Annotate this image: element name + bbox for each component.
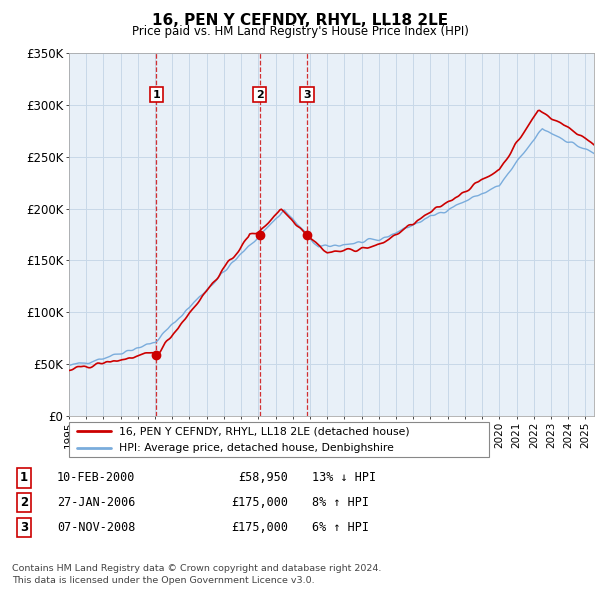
Text: £58,950: £58,950 — [238, 471, 288, 484]
Text: 27-JAN-2006: 27-JAN-2006 — [57, 496, 136, 509]
Text: 8% ↑ HPI: 8% ↑ HPI — [312, 496, 369, 509]
Text: HPI: Average price, detached house, Denbighshire: HPI: Average price, detached house, Denb… — [119, 442, 394, 453]
Text: 6% ↑ HPI: 6% ↑ HPI — [312, 521, 369, 534]
Text: 16, PEN Y CEFNDY, RHYL, LL18 2LE: 16, PEN Y CEFNDY, RHYL, LL18 2LE — [152, 13, 448, 28]
Text: Contains HM Land Registry data © Crown copyright and database right 2024.
This d: Contains HM Land Registry data © Crown c… — [12, 565, 382, 585]
Text: 13% ↓ HPI: 13% ↓ HPI — [312, 471, 376, 484]
Text: £175,000: £175,000 — [231, 521, 288, 534]
Text: 3: 3 — [303, 90, 311, 100]
Text: 3: 3 — [20, 521, 28, 534]
Text: 1: 1 — [152, 90, 160, 100]
FancyBboxPatch shape — [69, 422, 489, 457]
Text: 07-NOV-2008: 07-NOV-2008 — [57, 521, 136, 534]
Text: 2: 2 — [256, 90, 263, 100]
Text: 10-FEB-2000: 10-FEB-2000 — [57, 471, 136, 484]
Text: 2: 2 — [20, 496, 28, 509]
Text: Price paid vs. HM Land Registry's House Price Index (HPI): Price paid vs. HM Land Registry's House … — [131, 25, 469, 38]
Text: 16, PEN Y CEFNDY, RHYL, LL18 2LE (detached house): 16, PEN Y CEFNDY, RHYL, LL18 2LE (detach… — [119, 427, 410, 437]
Text: £175,000: £175,000 — [231, 496, 288, 509]
Text: 1: 1 — [20, 471, 28, 484]
